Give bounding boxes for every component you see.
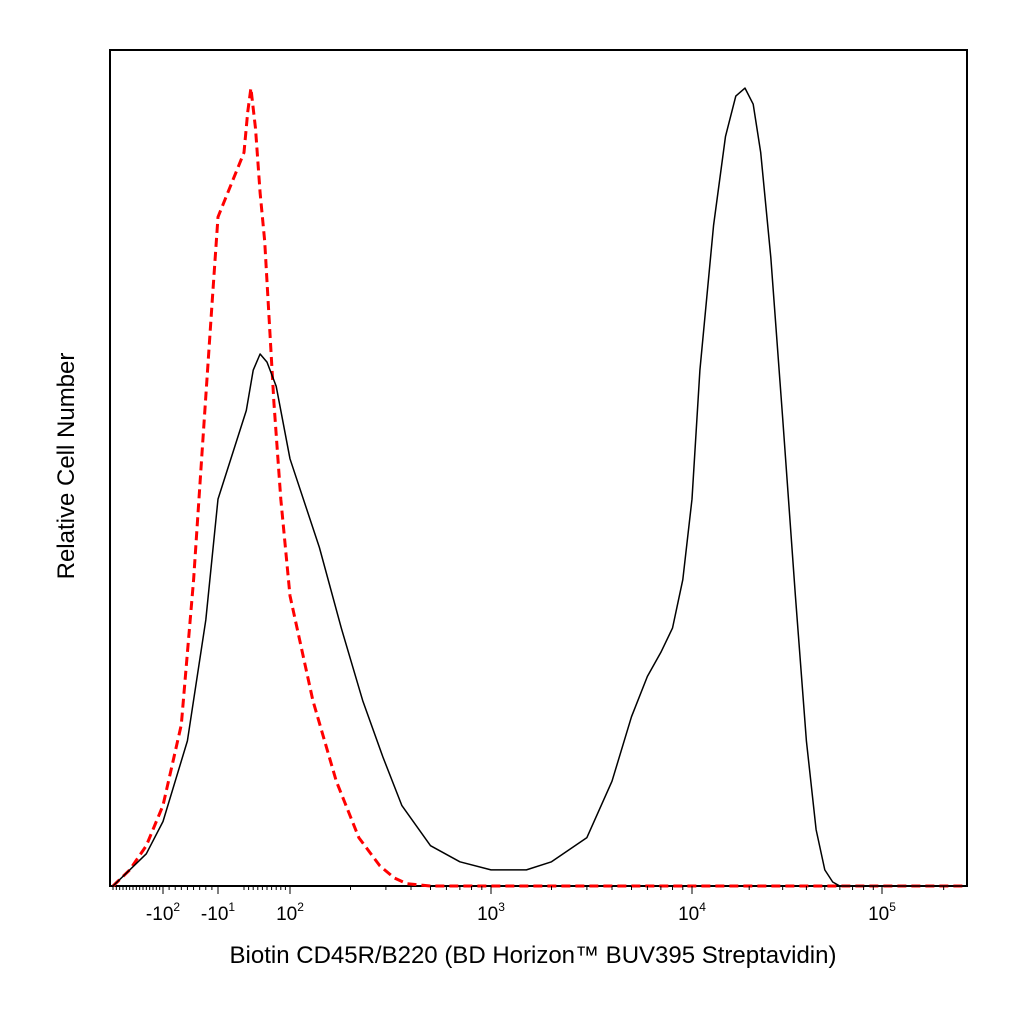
control-histogram-line xyxy=(111,86,967,888)
x-tick-label: 105 xyxy=(868,900,896,925)
x-axis-title: Biotin CD45R/B220 (BD Horizon™ BUV395 St… xyxy=(230,942,837,969)
x-tick-label: 103 xyxy=(477,900,505,925)
x-tick-label: 102 xyxy=(276,900,304,925)
plot-frame xyxy=(109,49,968,887)
y-axis-title: Relative Cell Number xyxy=(53,353,80,580)
series-layer xyxy=(111,86,967,888)
stained-histogram-line xyxy=(112,87,967,887)
x-tick-label: 104 xyxy=(678,900,706,925)
x-tick-label: -101 xyxy=(201,900,235,925)
x-axis-ticks: -102 -101 102 103 104 105 xyxy=(112,886,945,925)
x-tick-label: -102 xyxy=(146,900,180,925)
